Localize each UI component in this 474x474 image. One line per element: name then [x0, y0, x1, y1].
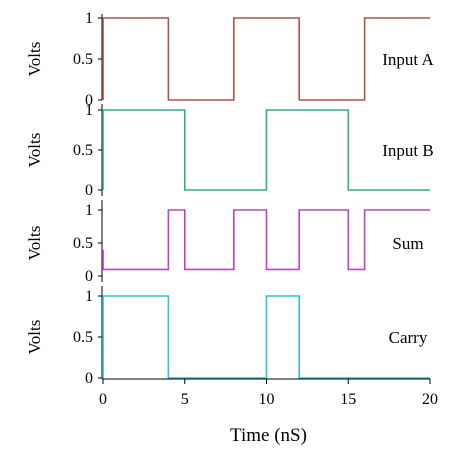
y-tick-label: 1 [85, 102, 93, 119]
y-tick-label: 1 [85, 10, 93, 27]
y-axis-label: Volts [25, 226, 44, 261]
y-tick-label: 1 [85, 202, 93, 219]
x-tick-label: 15 [340, 391, 356, 408]
series-label: Input B [382, 141, 433, 160]
series-label: Input A [382, 50, 434, 69]
y-tick-label: 0 [85, 268, 93, 285]
waveform-trace-sum [102, 209, 430, 271]
y-tick-label: 0 [85, 92, 93, 109]
y-tick-label: 0 [85, 370, 93, 387]
series-label: Carry [389, 328, 428, 347]
y-axis-label: Volts [25, 133, 44, 168]
x-tick-label: 0 [99, 391, 107, 408]
x-tick-label: 5 [181, 391, 189, 408]
x-axis-label: Time (nS) [230, 425, 307, 446]
y-tick-label: 0.5 [73, 235, 93, 252]
y-tick-label: 0.5 [73, 51, 93, 68]
y-axis-label: Volts [25, 42, 44, 77]
waveform-trace-input-a [102, 17, 430, 101]
waveform-trace-input-b [102, 109, 430, 191]
y-tick-label: 0.5 [73, 329, 93, 346]
y-axis-label: Volts [25, 320, 44, 355]
series-label: Sum [392, 234, 423, 253]
x-tick-label: 10 [259, 391, 275, 408]
y-tick-label: 0.5 [73, 142, 93, 159]
y-tick-label: 0 [85, 182, 93, 199]
y-tick-label: 1 [85, 288, 93, 305]
x-tick-label: 20 [422, 391, 438, 408]
waveform-trace-carry [102, 295, 430, 379]
